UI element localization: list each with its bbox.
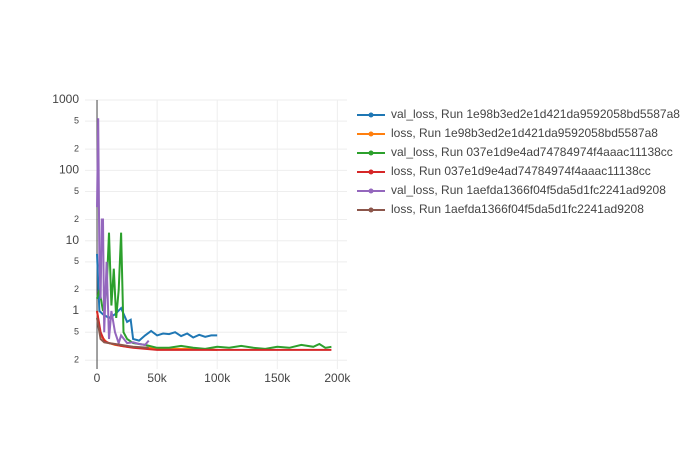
legend-label: val_loss, Run 1e98b3ed2e1d421da9592058bd…	[391, 107, 680, 121]
legend-label: loss, Run 1e98b3ed2e1d421da9592058bd5587…	[391, 126, 658, 140]
y-tick-label: 2	[74, 284, 79, 294]
y-tick-label: 100	[59, 163, 79, 177]
legend-item: val_loss, Run 1aefda1366f04f5da5d1fc2241…	[357, 183, 666, 197]
series-line	[96, 118, 150, 347]
y-tick-label: 5	[74, 116, 79, 126]
x-tick-label: 100k	[204, 371, 231, 385]
series-line	[96, 232, 332, 350]
legend-item: loss, Run 1aefda1366f04f5da5d1fc2241ad92…	[357, 202, 644, 216]
legend-marker	[368, 131, 374, 137]
legend-label: loss, Run 037e1d9e4ad74784974f4aaac11138…	[391, 164, 651, 178]
legend-marker	[368, 188, 374, 194]
x-tick-label: 150k	[264, 371, 291, 385]
y-tick-label: 10	[66, 233, 80, 247]
y-tick-label: 5	[74, 256, 79, 266]
y-tick-label: 1	[72, 303, 79, 317]
legend-marker	[368, 207, 374, 213]
y-tick-label: 5	[74, 186, 79, 196]
legend-item: val_loss, Run 1e98b3ed2e1d421da9592058bd…	[357, 107, 680, 121]
x-tick-label: 0	[94, 371, 101, 385]
legend-label: loss, Run 1aefda1366f04f5da5d1fc2241ad92…	[391, 202, 644, 216]
legend-label: val_loss, Run 1aefda1366f04f5da5d1fc2241…	[391, 183, 666, 197]
series-line	[96, 317, 149, 349]
legend-marker	[368, 150, 374, 156]
legend-item: loss, Run 1e98b3ed2e1d421da9592058bd5587…	[357, 126, 658, 140]
y-tick-label: 2	[74, 214, 79, 224]
x-tick-label: 50k	[147, 371, 167, 385]
y-tick-label: 5	[74, 327, 79, 337]
legend-label: val_loss, Run 037e1d9e4ad74784974f4aaac1…	[391, 145, 673, 159]
y-tick-label: 1000	[52, 92, 79, 106]
y-tick-label: 2	[74, 144, 79, 154]
y-tick-label: 2	[74, 355, 79, 365]
x-tick-label: 200k	[324, 371, 351, 385]
legend-item: loss, Run 037e1d9e4ad74784974f4aaac11138…	[357, 164, 651, 178]
legend-marker	[368, 112, 374, 118]
legend-item: val_loss, Run 037e1d9e4ad74784974f4aaac1…	[357, 145, 673, 159]
legend-marker	[368, 169, 374, 175]
